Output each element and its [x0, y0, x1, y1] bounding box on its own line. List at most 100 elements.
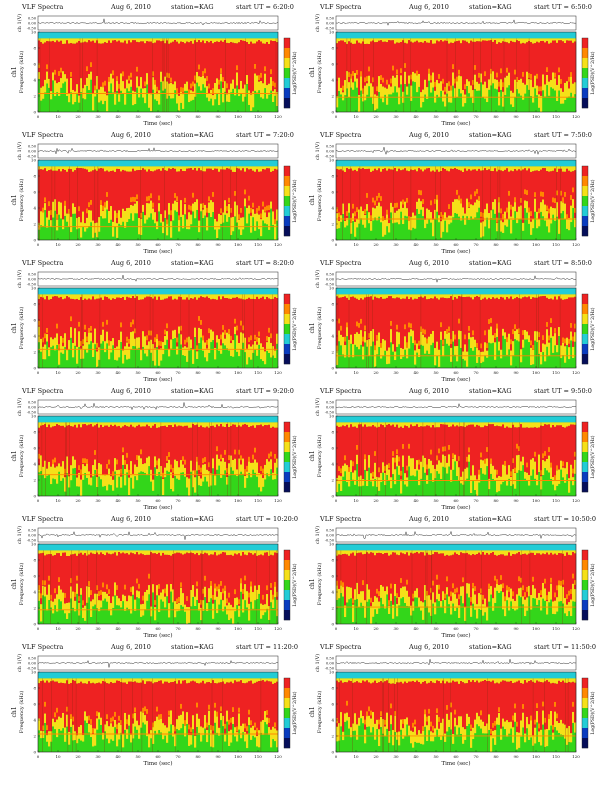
spectrogram-cell [128, 469, 131, 475]
spectrogram-cell [478, 425, 481, 475]
spectrogram-cell [40, 87, 43, 101]
spectrogram-cell [236, 38, 239, 44]
spectrogram-cell [168, 83, 171, 96]
spectrogram-cell [442, 38, 445, 42]
spectrogram-cell [142, 426, 145, 465]
spectrogram-cell [208, 202, 211, 213]
spectrogram-cell [244, 469, 247, 474]
spectrogram-cell [508, 190, 511, 196]
spectrogram-cell [340, 426, 343, 477]
spectrogram-cell [482, 604, 485, 616]
channel-label: ch1 [11, 66, 18, 77]
spectrogram-cell [390, 477, 393, 489]
spectrogram-cell [520, 78, 523, 96]
spectrogram-cell [268, 298, 271, 338]
spectrogram-cell [428, 42, 431, 74]
x-tick-label: 50 [433, 242, 439, 247]
spectrogram-cell [174, 81, 177, 91]
spectrogram-cell [226, 298, 229, 333]
spectrogram-cell [370, 426, 373, 474]
spectrogram-cell [408, 555, 411, 597]
spectrogram-cell [544, 204, 547, 221]
spectrogram-cell [104, 202, 107, 208]
spectrogram-cell [44, 550, 47, 556]
spectrogram-cell [410, 550, 413, 553]
spectrogram-cell [194, 477, 197, 493]
colorbar-segment [284, 38, 290, 49]
spectrogram-cell [382, 41, 385, 87]
spectrogram-cell [516, 38, 519, 41]
waveform-ylabel: ch 1(V) [16, 142, 23, 160]
spectrogram-cell [134, 38, 137, 41]
spectrogram-cell [490, 318, 493, 323]
spectrogram-cell [204, 575, 207, 581]
spectrogram-cell [564, 192, 567, 197]
spectrogram-cell [502, 222, 505, 233]
spectrogram-cell [164, 596, 167, 608]
x-tick-label: 40 [115, 498, 121, 503]
spectrogram-cell [558, 580, 561, 586]
spectrogram-cell [78, 424, 81, 473]
spectrogram-cell [42, 166, 45, 170]
spectrogram-cell [488, 588, 491, 602]
y-axis-label: Frequency (kHz) [316, 307, 323, 350]
spectrogram-cell [148, 554, 151, 586]
spectrogram-cell [496, 171, 499, 224]
spectrogram-cell [466, 79, 469, 87]
waveform-tick-label: -0.50 [27, 539, 37, 543]
spectrogram-cell [256, 208, 259, 213]
spectrogram-cell [506, 207, 509, 213]
spectrogram-cell [258, 40, 261, 82]
spectrogram-cell [436, 198, 439, 212]
spectrogram-cell [400, 299, 403, 348]
spectrogram-cell [548, 550, 551, 555]
spectrogram-cell [38, 427, 41, 466]
spectrogram-cell [532, 43, 535, 88]
waveform-ylabel: ch 1(V) [16, 398, 23, 416]
spectrogram-cell [350, 550, 353, 554]
spectrogram-cell [422, 552, 425, 603]
spectrogram-cell [198, 550, 201, 556]
spectrogram-cell [214, 38, 217, 42]
spectrogram-cell [48, 584, 51, 601]
spectrogram-cell [156, 460, 159, 466]
y-tick-label: 6 [33, 190, 36, 195]
spectrogram-cell [534, 43, 537, 76]
spectrogram-cell [214, 587, 217, 600]
spectrogram-cell [508, 597, 511, 611]
spectrogram-cell [58, 201, 61, 215]
spectrogram-cell [192, 294, 195, 299]
spectrogram-cell [398, 38, 401, 43]
spectrogram-cell [164, 588, 167, 594]
spectrogram-cell [544, 344, 547, 362]
spectrogram-cell [464, 84, 467, 90]
spectrogram-cell [346, 554, 349, 587]
spectrogram-cell [472, 41, 475, 91]
spectrogram-cell [190, 460, 193, 472]
spectrogram-cell [478, 552, 481, 594]
spectrogram-cell [94, 223, 97, 233]
spectrogram-cell [188, 422, 191, 428]
spectrogram-cell [206, 217, 209, 231]
spectrogram-cell [180, 41, 183, 92]
spectrogram-cell [212, 603, 215, 619]
spectrogram-cell [254, 550, 257, 554]
spectrogram-cell [130, 72, 133, 78]
spectrogram-cell [374, 94, 377, 111]
spectrogram-cell [570, 424, 573, 465]
spectrogram-cell [42, 43, 45, 87]
spectrogram-cell [498, 81, 501, 87]
spectrogram-cell [380, 347, 383, 359]
spectrogram-cell [448, 43, 451, 91]
spectrogram-cell [250, 426, 253, 463]
y-tick-label: 6 [33, 574, 36, 579]
spectrogram-cell [118, 83, 121, 89]
x-tick-label: 60 [453, 370, 459, 375]
spectrogram-cell [536, 553, 539, 598]
panel-title: VLF Spectra [22, 131, 64, 139]
spectrogram-cell [172, 554, 175, 590]
spectrogram-cell [136, 552, 139, 591]
panel-header: VLF Spectra Aug 6, 2010 station=KAG start U… [306, 514, 598, 524]
waveform-tick-label: -0.50 [325, 411, 335, 415]
spectrogram-cell [498, 554, 501, 585]
